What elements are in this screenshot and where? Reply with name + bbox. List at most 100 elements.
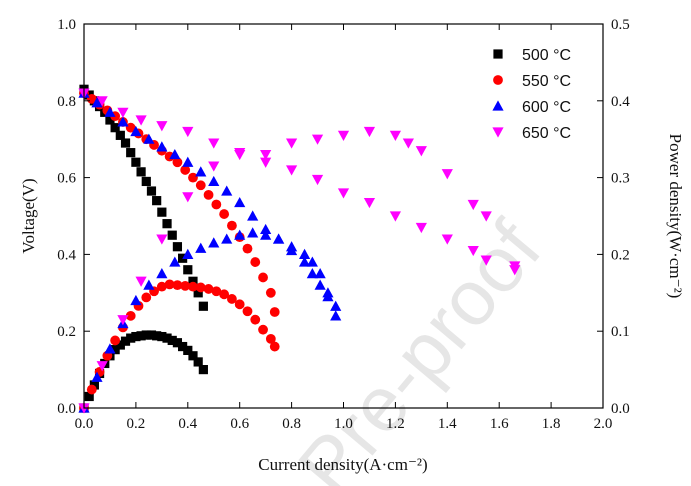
power-point	[198, 365, 208, 375]
power-point	[227, 294, 237, 304]
voltage-point	[156, 121, 168, 132]
power-point	[84, 391, 94, 402]
voltage-point	[143, 133, 155, 144]
x-axis-title: Current density(A·cm⁻²)	[258, 455, 427, 474]
power-point	[195, 242, 207, 253]
power-point	[247, 227, 259, 238]
power-point	[180, 280, 191, 291]
power-point	[260, 149, 272, 161]
power-point	[234, 229, 246, 240]
power-point	[208, 237, 220, 248]
x-tick-label: 0.8	[282, 416, 301, 432]
y-tick-label: 1.0	[57, 17, 76, 33]
power-point	[125, 310, 136, 321]
voltage-point	[286, 165, 298, 176]
voltage-point	[183, 265, 193, 275]
voltage-point	[195, 180, 206, 191]
voltage-point	[146, 186, 157, 196]
power-point	[141, 330, 151, 340]
power-point	[221, 233, 233, 244]
power-point	[126, 333, 136, 343]
voltage-point	[182, 126, 194, 138]
voltage-point	[120, 138, 131, 148]
voltage-point	[480, 255, 492, 266]
voltage-point	[130, 125, 142, 137]
power-point	[157, 331, 167, 342]
voltage-point	[167, 230, 177, 240]
power-point	[156, 234, 168, 245]
watermark: Pre-proof	[281, 205, 558, 486]
power-point	[156, 268, 168, 279]
x-tick-label: 1.6	[490, 416, 509, 432]
voltage-point	[86, 93, 97, 104]
voltage-point	[172, 157, 183, 168]
voltage-point	[104, 106, 116, 117]
power-point	[234, 149, 246, 161]
power-point	[286, 241, 298, 252]
power-point	[234, 299, 245, 310]
y2-tick-label: 0.1	[611, 324, 630, 340]
power-point	[242, 306, 253, 317]
series-3	[78, 88, 521, 414]
power-point	[96, 361, 108, 372]
y2-tick-label: 0.4	[611, 94, 630, 110]
voltage-point	[157, 207, 167, 217]
voltage-point	[363, 197, 376, 209]
power-point	[269, 341, 280, 352]
power-point	[110, 345, 120, 355]
voltage-point	[265, 287, 276, 298]
voltage-point	[117, 116, 129, 127]
voltage-point	[330, 300, 342, 311]
x-tick-label: 1.4	[438, 416, 457, 432]
data-markers	[78, 84, 521, 414]
power-point	[337, 130, 350, 141]
power-point	[146, 330, 157, 340]
voltage-point	[242, 243, 253, 254]
voltage-point	[198, 301, 208, 311]
voltage-point	[117, 107, 129, 118]
power-point	[117, 315, 129, 326]
power-point	[178, 341, 188, 352]
voltage-point	[415, 222, 427, 234]
y2-tick-label: 0.2	[611, 247, 630, 263]
power-point	[131, 331, 141, 342]
power-point	[182, 192, 194, 203]
voltage-point	[162, 219, 172, 229]
voltage-point	[131, 157, 141, 167]
voltage-point	[389, 211, 401, 222]
voltage-point	[188, 172, 198, 183]
voltage-point	[188, 276, 198, 286]
voltage-point	[156, 141, 168, 152]
power-point	[172, 280, 183, 291]
voltage-point	[115, 130, 125, 140]
power-point	[169, 256, 181, 267]
y-tick-label: 0.8	[57, 94, 76, 110]
power-point	[219, 289, 230, 300]
power-point	[143, 279, 155, 290]
voltage-point	[311, 174, 324, 186]
x-tick-label: 2.0	[594, 416, 613, 432]
power-point	[164, 279, 175, 290]
power-point	[250, 314, 261, 325]
voltage-point	[195, 166, 207, 177]
voltage-point	[105, 115, 115, 125]
power-point	[89, 380, 99, 390]
power-point	[306, 256, 318, 267]
power-point	[120, 336, 131, 346]
power-point	[363, 126, 376, 138]
y-tick-label: 0.6	[57, 171, 76, 187]
power-point	[91, 371, 103, 382]
legend: 500 °C 550 °C 600 °C 650 °C	[492, 47, 571, 142]
power-point	[115, 340, 125, 350]
power-point	[152, 331, 162, 341]
voltage-point	[136, 167, 146, 177]
legend-label: 650 °C	[522, 125, 571, 142]
axes: 0.0 0.2 0.4 0.6 0.8 1.0 1.2 1.4 1.6 1.8 2.00.00.20…	[57, 17, 630, 432]
power-point	[188, 281, 198, 292]
power-point	[467, 199, 479, 211]
power-point	[260, 229, 272, 240]
y2-tick-label: 0.5	[611, 17, 630, 33]
series-0	[79, 84, 208, 413]
voltage-point	[169, 148, 181, 160]
